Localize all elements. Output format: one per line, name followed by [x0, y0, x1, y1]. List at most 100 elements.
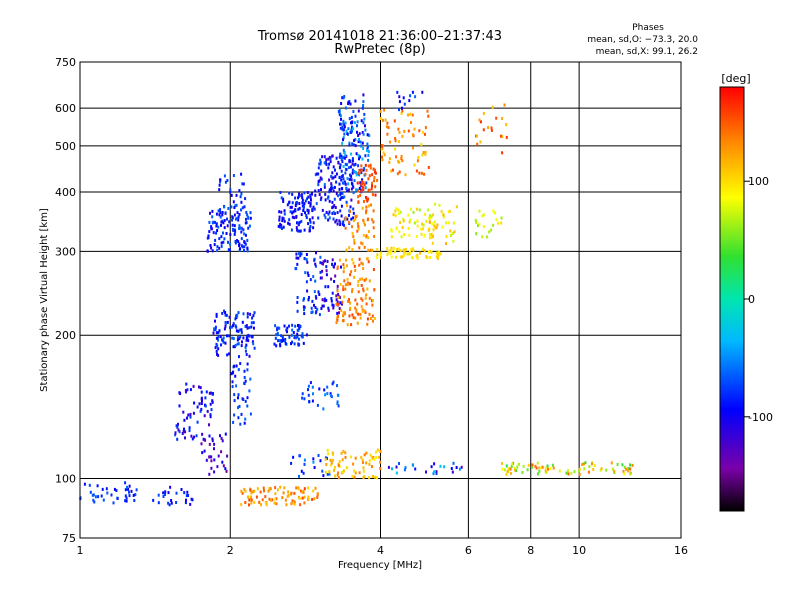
data-point: [341, 156, 344, 160]
data-point: [369, 317, 372, 320]
data-point: [482, 112, 485, 115]
data-point: [335, 218, 338, 222]
data-point: [398, 131, 401, 134]
data-point: [297, 324, 299, 327]
data-point: [298, 474, 300, 478]
data-point: [425, 219, 428, 223]
data-point: [358, 170, 361, 174]
data-point: [420, 227, 423, 231]
data-point: [573, 470, 576, 474]
data-point: [340, 196, 343, 200]
data-point: [214, 319, 216, 323]
data-point: [330, 463, 333, 467]
data-point: [361, 309, 364, 313]
data-point: [364, 186, 367, 190]
data-point: [242, 182, 245, 186]
data-point: [314, 262, 317, 266]
data-point: [169, 485, 172, 489]
data-point: [361, 157, 364, 161]
data-point: [274, 492, 277, 496]
data-point: [317, 216, 320, 220]
data-point: [303, 458, 306, 462]
data-point: [534, 464, 537, 468]
data-point: [407, 129, 410, 133]
data-point: [325, 273, 328, 277]
data-point: [219, 208, 222, 212]
data-point: [360, 283, 363, 287]
data-point: [306, 197, 308, 201]
data-point: [475, 232, 478, 236]
data-point: [355, 308, 358, 312]
data-point: [312, 226, 315, 230]
data-point: [301, 198, 304, 202]
data-point: [101, 487, 104, 491]
data-point: [342, 285, 345, 289]
data-point: [398, 108, 400, 112]
data-point: [217, 225, 220, 229]
colorbar-tick-label: 100: [748, 175, 769, 188]
data-point: [359, 140, 362, 144]
data-point: [367, 153, 370, 157]
data-point: [379, 450, 382, 453]
data-point: [327, 166, 330, 170]
data-point: [249, 377, 252, 381]
data-point: [224, 467, 227, 471]
data-point: [443, 465, 446, 469]
data-point: [280, 196, 283, 200]
data-point: [300, 252, 303, 256]
data-point: [240, 489, 243, 493]
data-point: [361, 277, 364, 281]
data-point: [372, 226, 375, 230]
data-point: [240, 328, 243, 332]
data-point: [380, 147, 383, 151]
data-point: [204, 438, 207, 442]
data-point: [317, 189, 320, 193]
data-point: [330, 184, 333, 188]
data-point: [339, 122, 341, 126]
data-point: [211, 249, 214, 253]
data-point: [223, 205, 226, 209]
y-tick-label: 75: [62, 532, 76, 545]
data-point: [357, 134, 360, 137]
data-point: [432, 213, 435, 217]
data-point: [252, 342, 255, 346]
data-point: [394, 209, 397, 213]
data-point: [360, 180, 363, 184]
data-point: [395, 227, 398, 231]
data-point: [622, 470, 625, 473]
data-point: [511, 462, 514, 466]
data-point: [340, 308, 343, 312]
x-axis-ticks: 1 2 4 6 8 10 16: [77, 544, 689, 557]
data-point: [251, 335, 254, 339]
data-point: [311, 207, 314, 211]
data-point: [354, 215, 357, 219]
data-point: [339, 126, 342, 130]
data-point: [335, 180, 338, 184]
data-point: [370, 187, 373, 191]
data-point: [536, 461, 539, 465]
data-point: [336, 222, 339, 226]
data-point: [244, 489, 247, 493]
data-point: [350, 455, 353, 459]
data-point: [365, 209, 368, 213]
data-point: [124, 481, 127, 485]
data-point: [238, 189, 241, 193]
data-point: [445, 242, 448, 246]
data-point: [365, 181, 368, 185]
data-point: [354, 268, 357, 272]
data-point: [336, 393, 339, 397]
data-point: [229, 233, 232, 236]
data-point: [455, 466, 458, 469]
data-point: [250, 490, 253, 494]
data-point: [301, 490, 304, 494]
data-point: [514, 468, 517, 472]
data-point: [485, 235, 488, 239]
data-point: [351, 142, 354, 146]
data-point: [336, 300, 339, 304]
data-point: [208, 472, 211, 476]
data-point: [277, 488, 279, 492]
data-point: [350, 217, 353, 221]
data-point: [191, 498, 194, 502]
data-point: [327, 306, 330, 310]
data-point: [250, 501, 253, 505]
